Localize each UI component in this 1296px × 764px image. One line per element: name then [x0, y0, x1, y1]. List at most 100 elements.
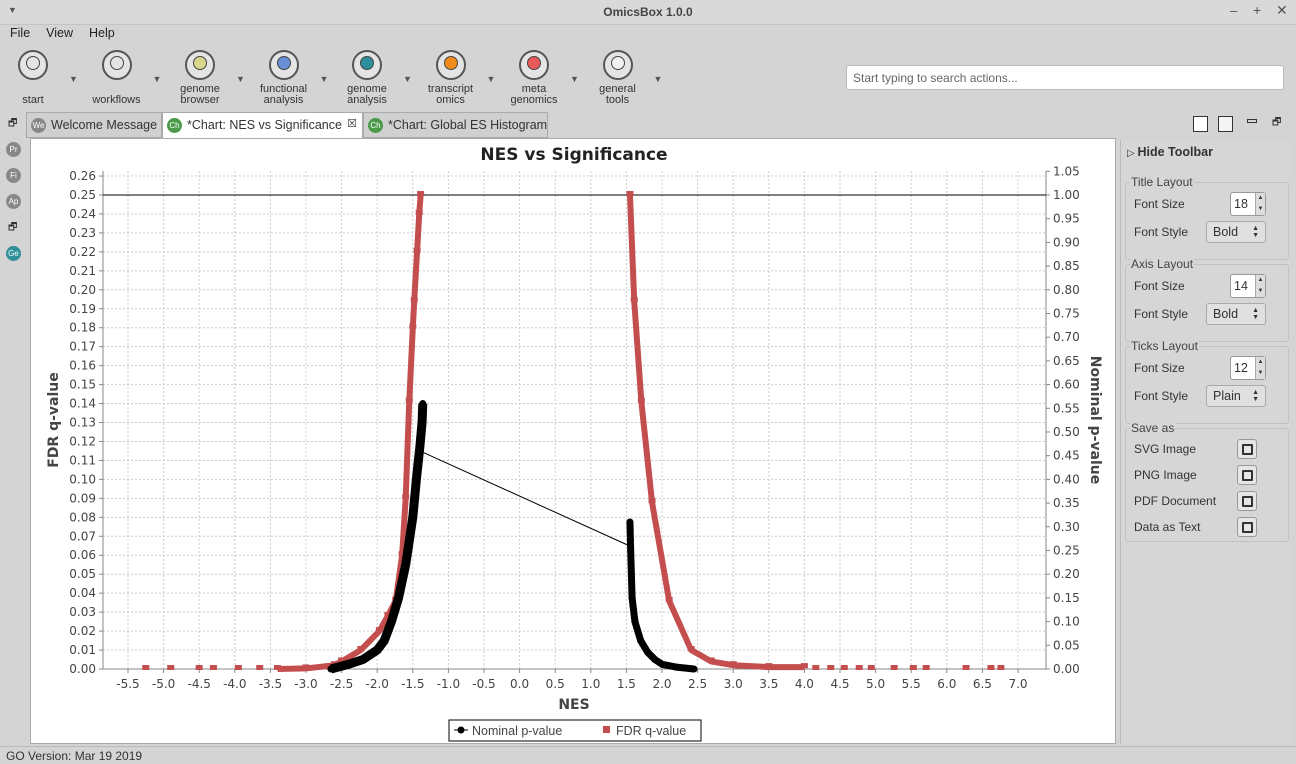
fdr-point: [410, 297, 418, 303]
fdr-point: [648, 498, 656, 504]
tab-global-es-histogram[interactable]: Ch *Chart: Global ES Histogram: [363, 112, 548, 138]
x-tick-label: 2.0: [652, 677, 671, 691]
y2-tick-label: 0.10: [1053, 615, 1080, 629]
ticks-font-size-spinner[interactable]: 12 ▲ ▼: [1230, 356, 1266, 380]
toolbar-dropdown-icon[interactable]: ▼: [319, 74, 329, 84]
y2-tick-label: 0.85: [1053, 259, 1080, 273]
fdr-point: [357, 646, 365, 652]
fdr-point: [398, 551, 406, 557]
save-pdf-button[interactable]: [1237, 491, 1257, 511]
y-tick-label: 0.03: [69, 605, 96, 619]
toolbar-functional-analysis-button[interactable]: functional analysis: [244, 50, 324, 106]
x-tick-label: 6.5: [973, 677, 992, 691]
toolbar-metagenomics-button[interactable]: meta genomics: [494, 50, 574, 106]
close-icon[interactable]: ✕: [1276, 2, 1288, 18]
toolbar-genome-analysis-button[interactable]: genome analysis: [327, 50, 407, 106]
x-tick-label: -1.5: [401, 677, 424, 691]
toolbar-dropdown-icon[interactable]: ▼: [152, 74, 162, 84]
restore-panel-icon[interactable]: 🗗: [1272, 117, 1282, 128]
nominal-connector-line: [419, 450, 630, 547]
y2-tick-label: 0.95: [1053, 212, 1080, 226]
menu-help[interactable]: Help: [89, 26, 115, 40]
minimize-panel-icon[interactable]: [1247, 119, 1257, 123]
x-tick-label: 5.0: [866, 677, 885, 691]
y-tick-label: 0.06: [69, 548, 96, 562]
save-text-button[interactable]: [1237, 517, 1257, 537]
y2-tick-label: 0.60: [1053, 378, 1080, 392]
font-style-label: Font Style: [1134, 307, 1189, 321]
save-icon[interactable]: [1193, 116, 1208, 132]
y-tick-label: 0.25: [69, 188, 96, 202]
toolbar-dropdown-icon[interactable]: ▼: [403, 74, 412, 84]
nominal-point: [345, 660, 353, 668]
toolbar-general-tools-button[interactable]: general tools: [578, 50, 658, 106]
x-tick-label: -0.5: [472, 677, 495, 691]
window-menu-icon[interactable]: ▼: [8, 5, 17, 15]
y2-tick-label: 0.05: [1053, 638, 1080, 652]
toolbar-dropdown-icon[interactable]: ▼: [69, 74, 78, 84]
ticks-font-style-select[interactable]: Plain ▲ ▼: [1206, 385, 1266, 407]
toolbar-genome-browser-button[interactable]: genome browser: [160, 50, 240, 106]
group-label: Axis Layout: [1130, 257, 1195, 271]
fdr-point: [827, 665, 835, 670]
ticks-layout-group: Ticks Layout Font Size 12 ▲ ▼ Font Style P…: [1125, 339, 1289, 424]
toolbar-dropdown-icon[interactable]: ▼: [486, 74, 496, 84]
x-tick-label: -4.5: [187, 677, 210, 691]
save-as-icon[interactable]: [1218, 116, 1233, 132]
menu-view[interactable]: View: [46, 26, 74, 40]
spinner-arrows-icon[interactable]: ▲ ▼: [1255, 357, 1265, 379]
side-icon-ap[interactable]: Ap: [6, 194, 21, 209]
nominal-point: [637, 637, 645, 645]
tab-welcome-message[interactable]: We Welcome Message: [26, 112, 162, 138]
restore-icon[interactable]: 🗗: [8, 118, 18, 129]
font-size-label: Font Size: [1134, 197, 1185, 211]
close-tab-icon[interactable]: ☒: [347, 118, 357, 130]
font-size-label: Font Size: [1134, 279, 1185, 293]
toolbar-dropdown-icon[interactable]: ▼: [570, 74, 579, 84]
search-input[interactable]: Start typing to search actions...: [846, 65, 1284, 90]
save-svg-button[interactable]: [1237, 439, 1257, 459]
x-tick-label: -4.0: [223, 677, 246, 691]
side-icon-pr[interactable]: Pr: [6, 142, 21, 157]
toolbar-transcriptomics-button[interactable]: transcript omics: [411, 50, 491, 106]
save-png-button[interactable]: [1237, 465, 1257, 485]
axis-font-size-spinner[interactable]: 14 ▲ ▼: [1230, 274, 1266, 298]
chart-title: NES vs Significance: [480, 145, 667, 165]
minimize-icon[interactable]: –: [1230, 3, 1238, 18]
toolbar-dropdown-icon[interactable]: ▼: [653, 74, 663, 84]
y-tick-label: 0.14: [69, 397, 96, 411]
toolbar-workflows-button[interactable]: workflows: [77, 50, 157, 106]
x-tick-label: -5.0: [152, 677, 175, 691]
spinner-arrows-icon[interactable]: ▲ ▼: [1255, 193, 1265, 215]
menu-file[interactable]: File: [10, 26, 31, 40]
spinner-arrows-icon[interactable]: ▲ ▼: [1255, 275, 1265, 297]
toolbar-start-button[interactable]: start: [0, 50, 73, 106]
toolbar-label: workflows: [92, 94, 141, 106]
chart-badge-icon: Ch: [368, 118, 383, 133]
title-font-style-select[interactable]: Bold ▲ ▼: [1206, 221, 1266, 243]
side-icon-fi[interactable]: Fi: [6, 168, 21, 183]
fdr-point: [274, 665, 282, 670]
side-icon-ge[interactable]: Ge: [6, 246, 21, 261]
x-axis-label: NES: [558, 697, 589, 713]
maximize-icon[interactable]: +: [1253, 2, 1262, 18]
y2-tick-label: 0.90: [1053, 235, 1080, 249]
axis-font-style-select[interactable]: Bold ▲ ▼: [1206, 303, 1266, 325]
toolbar-dropdown-icon[interactable]: ▼: [236, 74, 245, 84]
hide-toolbar-button[interactable]: ▷ Hide Toolbar: [1127, 145, 1213, 159]
legend-nominal-label: Nominal p-value: [472, 724, 562, 738]
fdr-point: [687, 646, 695, 652]
y2-tick-label: 0.55: [1053, 401, 1080, 415]
y-tick-label: 0.26: [69, 169, 96, 183]
fdr-point: [665, 596, 673, 602]
genome-browser-icon: [185, 50, 215, 80]
x-tick-label: -2.5: [330, 677, 353, 691]
metagenomics-icon: [519, 50, 549, 80]
fdr-point: [167, 665, 175, 670]
pdf-document-label: PDF Document: [1134, 494, 1217, 508]
title-font-size-spinner[interactable]: 18 ▲ ▼: [1230, 192, 1266, 216]
y-tick-label: 0.10: [69, 472, 96, 486]
restore-icon[interactable]: 🗗: [8, 222, 18, 233]
fdr-point: [405, 397, 413, 403]
tab-nes-vs-significance[interactable]: Ch *Chart: NES vs Significance ☒: [162, 112, 363, 138]
